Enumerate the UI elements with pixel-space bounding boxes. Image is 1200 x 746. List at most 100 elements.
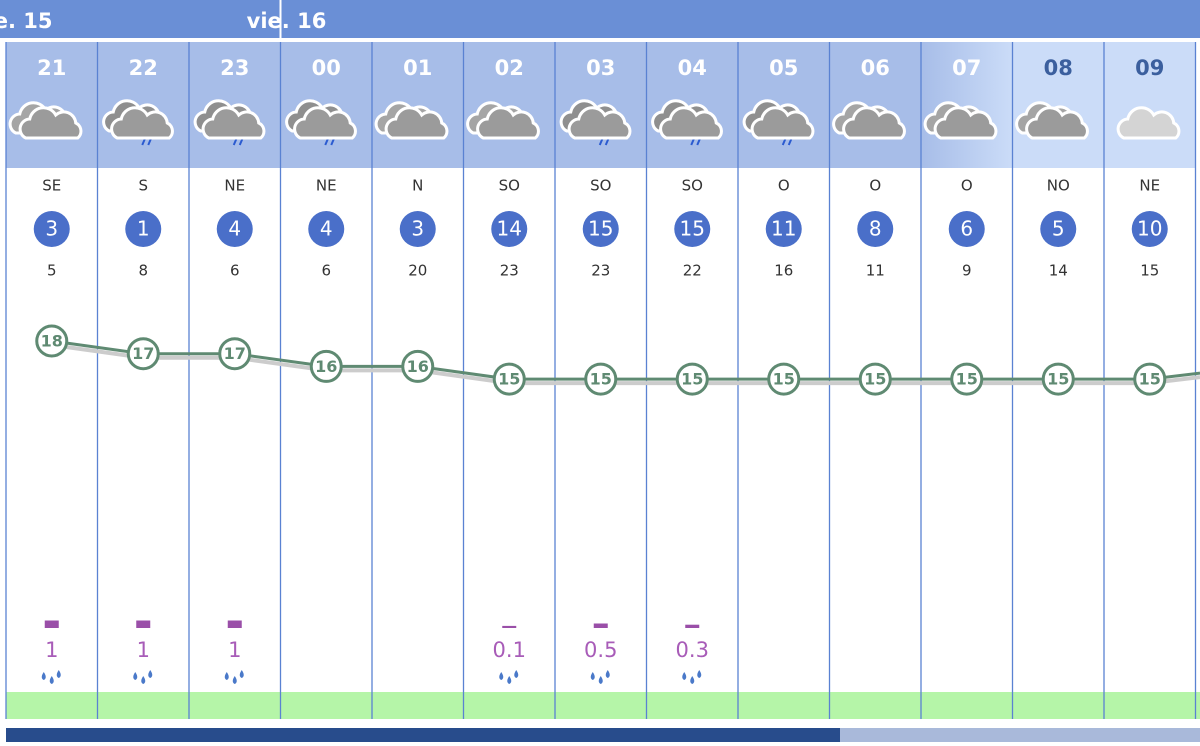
wind-direction: O (961, 177, 973, 195)
weather-icon (476, 106, 540, 140)
temp-marker (950, 362, 984, 396)
weather-icon (201, 106, 266, 140)
wind-speed: 1 (137, 217, 150, 241)
wind-gust: 14 (1049, 262, 1068, 280)
wind-direction: S (138, 177, 148, 195)
drops-icon (41, 670, 61, 684)
wind-circle (33, 211, 70, 247)
weather-icon (659, 106, 723, 140)
hour-header (829, 42, 921, 168)
cloud-shape (18, 106, 83, 140)
hour-label: 21 (37, 56, 66, 80)
wind-circle (857, 211, 894, 247)
temp-label: 15 (1047, 370, 1069, 389)
wind-gust: 15 (1140, 262, 1159, 280)
wind-circle (582, 211, 619, 247)
wind-speed: 6 (960, 217, 973, 241)
temp-label: 18 (41, 332, 63, 351)
scrollbar-track[interactable] (840, 728, 1200, 742)
hour-label: 07 (952, 56, 981, 80)
wind-gust: 8 (138, 262, 148, 280)
drops-icon (224, 670, 244, 684)
wind-speed: 14 (497, 217, 522, 241)
wind-speed: 3 (411, 217, 424, 241)
precip-value: 1 (228, 638, 241, 662)
wind-direction: SE (42, 177, 61, 195)
temp-label: 15 (498, 370, 520, 389)
ground-bar (6, 692, 1200, 719)
temp-label: 16 (315, 357, 337, 376)
wind-circle (216, 211, 253, 247)
weather-icon (1025, 106, 1089, 140)
temp-marker (675, 362, 709, 396)
temp-label: 15 (1139, 370, 1161, 389)
temp-marker (309, 349, 343, 383)
temp-marker (492, 362, 526, 396)
cloud-shape (842, 106, 906, 140)
hour-label: 08 (1044, 56, 1073, 80)
temp-label: 15 (590, 370, 612, 389)
drops-icon (682, 670, 702, 684)
day-label: jue. 15 (0, 9, 52, 33)
precip-bar (685, 624, 700, 628)
wind-speed: 4 (320, 217, 333, 241)
weather-icon (384, 106, 449, 140)
precip-bar (136, 620, 151, 628)
temp-marker (767, 362, 801, 396)
precip-bar (44, 620, 59, 628)
cloud-shape (933, 106, 998, 140)
scrollbar-thumb[interactable] (6, 728, 840, 742)
wind-circle (674, 211, 711, 247)
wind-circle (1040, 211, 1077, 247)
hour-label: 02 (495, 56, 524, 80)
temp-label: 17 (132, 344, 154, 363)
cloud-shape (567, 106, 632, 140)
hour-header (1104, 42, 1196, 168)
hour-label: 05 (769, 56, 798, 80)
wind-direction: O (778, 177, 790, 195)
cloud-shape (1025, 106, 1089, 140)
wind-circle (125, 211, 162, 247)
wind-gust: 5 (47, 262, 57, 280)
drops-icon (590, 670, 610, 684)
hour-label: 04 (678, 56, 707, 80)
cloud-shape (110, 106, 174, 140)
separator (6, 38, 1200, 42)
hour-header (372, 42, 464, 168)
hour-label: 00 (312, 56, 341, 80)
drops-icon (499, 670, 519, 684)
weather-icon (933, 106, 998, 140)
precip-bar (227, 620, 242, 628)
cloud-shape (1116, 106, 1181, 140)
wind-direction: SO (682, 177, 703, 195)
cloud-shape (659, 106, 723, 140)
hour-header (921, 42, 1013, 168)
temp-marker (126, 337, 160, 371)
precip-bar (593, 623, 608, 628)
wind-gust: 11 (866, 262, 885, 280)
hour-label: 09 (1135, 56, 1164, 80)
temp-marker (584, 362, 618, 396)
temp-marker (1041, 362, 1075, 396)
wind-circle (1131, 211, 1168, 247)
precip-value: 1 (137, 638, 150, 662)
temp-marker (858, 362, 892, 396)
wind-circle (491, 211, 528, 247)
wind-gust: 20 (408, 262, 427, 280)
precip-value: 1 (45, 638, 58, 662)
wind-direction: NE (316, 177, 337, 195)
wind-speed: 15 (680, 217, 705, 241)
day-bar (0, 0, 1200, 38)
temp-label: 17 (224, 344, 246, 363)
wind-direction: NE (1139, 177, 1160, 195)
weather-icon (293, 106, 357, 140)
precip-value: 0.5 (584, 638, 617, 662)
wind-speed: 11 (771, 217, 796, 241)
hour-label: 03 (586, 56, 615, 80)
cloud-shape (750, 106, 815, 140)
wind-gust: 16 (774, 262, 793, 280)
temp-marker (1133, 362, 1167, 396)
temp-marker (35, 324, 69, 358)
wind-speed: 5 (1052, 217, 1065, 241)
